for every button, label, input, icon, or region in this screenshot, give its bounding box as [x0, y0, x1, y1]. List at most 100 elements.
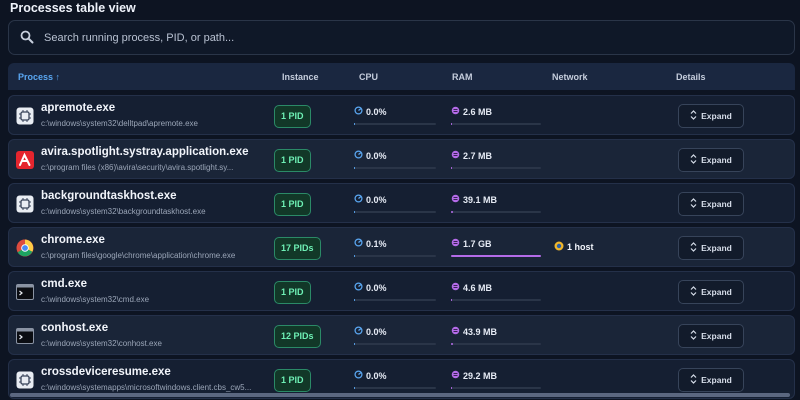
ram-usage-bar [451, 211, 541, 213]
cpu-usage-fill [354, 299, 356, 301]
cpu-usage-fill [354, 123, 356, 125]
cpu-gauge-icon [354, 194, 363, 205]
cpu-usage-bar [354, 167, 436, 169]
cpu-usage-fill [354, 255, 356, 257]
column-header-ram[interactable]: RAM [452, 72, 473, 82]
cpu-value: 0.0% [366, 326, 387, 337]
instance-badge[interactable]: 1 PID [274, 369, 311, 392]
ram-usage-fill [451, 167, 453, 169]
table-row[interactable]: crossdeviceresume.exe c:\windows\systemap… [8, 359, 795, 399]
expand-label: Expand [701, 287, 732, 297]
terminal-icon [16, 283, 34, 301]
cpu-usage-bar [354, 123, 436, 125]
expand-button[interactable]: Expand [678, 148, 744, 172]
memory-icon [451, 106, 460, 117]
expand-button[interactable]: Expand [678, 368, 744, 392]
cpu-value: 0.0% [366, 370, 387, 381]
cpu-cell: 0.0% [354, 106, 436, 125]
network-cell: 1 host [554, 241, 594, 253]
process-name: cmd.exe [41, 278, 88, 290]
instance-badge[interactable]: 1 PID [274, 149, 311, 172]
search-box[interactable]: Search running process, PID, or path... [8, 20, 795, 55]
instance-badge[interactable]: 1 PID [274, 193, 311, 216]
table-row[interactable]: backgroundtaskhost.exe c:\windows\system3… [8, 183, 795, 223]
cpu-usage-bar [354, 255, 436, 257]
process-path: c:\windows\system32\cmd.exe [41, 295, 150, 304]
cpu-gauge-icon [354, 282, 363, 293]
expand-label: Expand [701, 243, 732, 253]
table-row[interactable]: chrome.exe c:\program files\google\chrome… [8, 227, 795, 267]
app-chip-icon [16, 195, 34, 213]
expand-button[interactable]: Expand [678, 104, 744, 128]
cpu-value: 0.0% [366, 194, 387, 205]
cpu-value: 0.0% [366, 282, 387, 293]
search-input[interactable]: Search running process, PID, or path... [44, 32, 235, 44]
instance-badge[interactable]: 1 PID [274, 105, 311, 128]
expand-chevrons-icon [690, 110, 697, 122]
memory-icon [451, 194, 460, 205]
ram-usage-fill [451, 123, 453, 125]
cpu-usage-fill [354, 211, 356, 213]
cpu-cell: 0.1% [354, 238, 436, 257]
cpu-value: 0.0% [366, 106, 387, 117]
ram-value: 39.1 MB [463, 194, 498, 205]
process-path: c:\program files\google\chrome\applicati… [41, 251, 236, 260]
expand-chevrons-icon [690, 286, 697, 298]
process-path: c:\windows\system32\delltpad\apremote.ex… [41, 119, 198, 128]
process-name: avira.spotlight.systray.application.exe [41, 146, 249, 158]
cpu-usage-fill [354, 167, 356, 169]
process-name: chrome.exe [41, 234, 105, 246]
process-name: crossdeviceresume.exe [41, 366, 171, 378]
table-row[interactable]: avira.spotlight.systray.application.exe c… [8, 139, 795, 179]
cpu-cell: 0.0% [354, 370, 436, 389]
terminal-icon [16, 327, 34, 345]
app-chip-icon [16, 371, 34, 389]
expand-label: Expand [701, 199, 732, 209]
cpu-gauge-icon [354, 106, 363, 117]
ram-cell: 43.9 MB [451, 326, 541, 345]
ram-usage-fill [451, 255, 541, 257]
expand-button[interactable]: Expand [678, 236, 744, 260]
process-path: c:\windows\system32\conhost.exe [41, 339, 162, 348]
table-row[interactable]: cmd.exe c:\windows\system32\cmd.exe 1 PID 0… [8, 271, 795, 311]
cpu-cell: 0.0% [354, 326, 436, 345]
cpu-gauge-icon [354, 238, 363, 249]
cpu-gauge-icon [354, 370, 363, 381]
memory-icon [451, 150, 460, 161]
expand-label: Expand [701, 155, 732, 165]
ram-usage-bar [451, 343, 541, 345]
column-header-instance[interactable]: Instance [282, 72, 319, 82]
instance-badge[interactable]: 17 PIDs [274, 237, 321, 260]
ram-usage-fill [451, 299, 453, 301]
process-path: c:\program files (x86)\avira\security\av… [41, 163, 234, 172]
page-title: Processes table view [10, 1, 136, 15]
cpu-gauge-icon [354, 326, 363, 337]
chrome-icon [16, 239, 34, 257]
expand-button[interactable]: Expand [678, 280, 744, 304]
ram-value: 2.7 MB [463, 150, 493, 161]
cpu-cell: 0.0% [354, 194, 436, 213]
ram-usage-bar [451, 123, 541, 125]
table-row[interactable]: conhost.exe c:\windows\system32\conhost.e… [8, 315, 795, 355]
table-row[interactable]: apremote.exe c:\windows\system32\delltpad… [8, 95, 795, 135]
expand-button[interactable]: Expand [678, 324, 744, 348]
ram-usage-fill [451, 387, 453, 389]
instance-badge[interactable]: 12 PIDs [274, 325, 321, 348]
cpu-gauge-icon [354, 150, 363, 161]
ram-usage-bar [451, 299, 541, 301]
ram-value: 1.7 GB [463, 238, 492, 249]
expand-button[interactable]: Expand [678, 192, 744, 216]
cpu-usage-bar [354, 299, 436, 301]
instance-badge[interactable]: 1 PID [274, 281, 311, 304]
column-header-process[interactable]: Process ↑ [18, 72, 61, 82]
avira-icon [16, 151, 34, 169]
cpu-usage-bar [354, 343, 436, 345]
globe-icon [554, 241, 564, 253]
expand-chevrons-icon [690, 154, 697, 166]
column-header-network[interactable]: Network [552, 72, 588, 82]
horizontal-scrollbar[interactable] [10, 393, 790, 397]
ram-cell: 2.6 MB [451, 106, 541, 125]
column-header-cpu[interactable]: CPU [359, 72, 379, 82]
memory-icon [451, 238, 460, 249]
search-icon [20, 30, 34, 49]
